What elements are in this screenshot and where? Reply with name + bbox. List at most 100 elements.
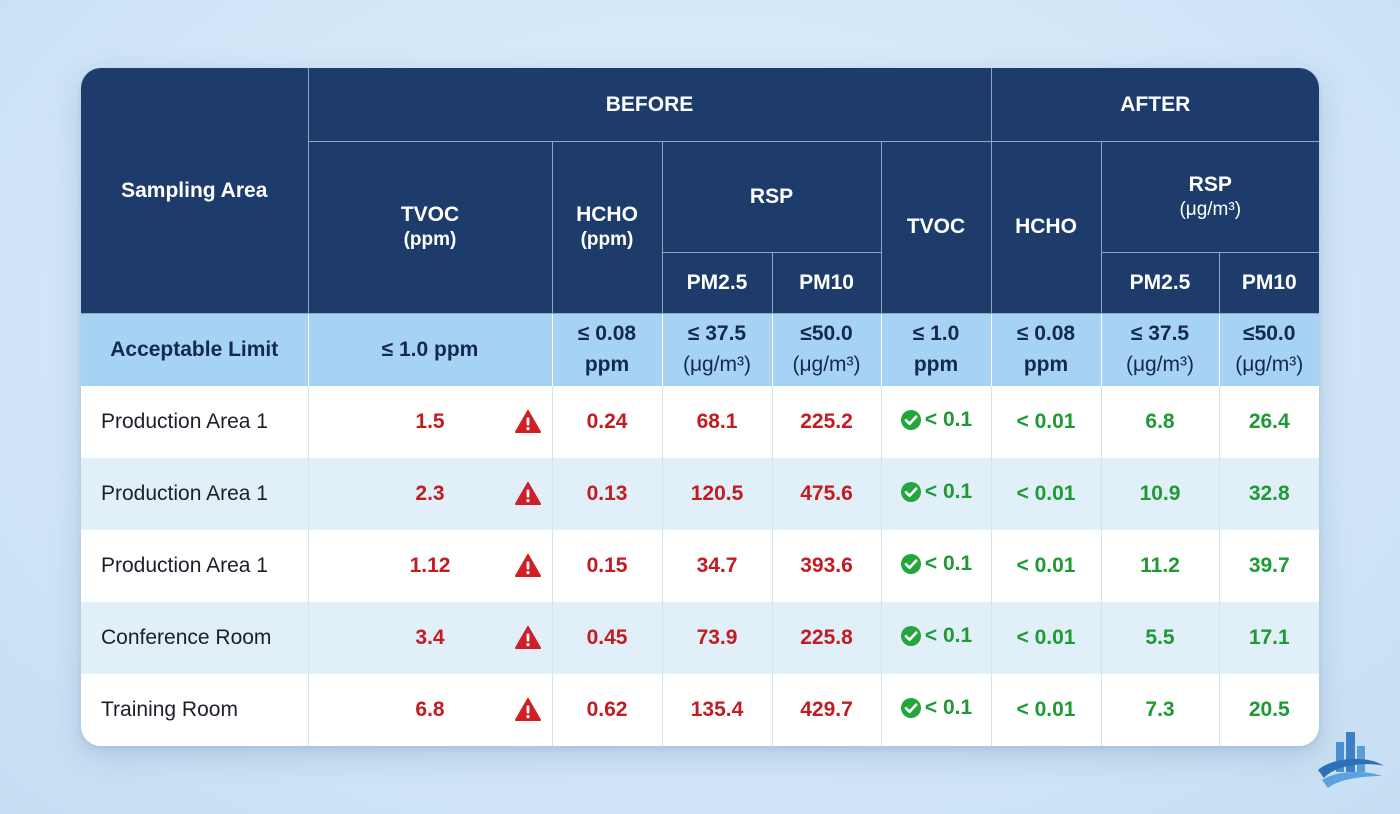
warning-triangle-icon [514,410,541,433]
before-pm25-cell: 34.7 [662,530,773,602]
after-tvoc-wrap: < 0.1 [900,408,972,432]
after-tvoc-cell: < 0.1 [881,602,992,674]
limit-before-hcho-unit: ppm [584,352,630,376]
before-hcho-cell: 0.15 [552,530,663,602]
after-pm10-header: PM10 [1219,252,1319,314]
table-header: Sampling Area BEFORE AFTER TVOC (ppm) HC… [81,68,1319,314]
table-row: Production Area 1 1.5 0.24 68.1 225.2 < 0.1 < … [81,386,1319,458]
limit-after-tvoc-unit: ppm [913,352,959,376]
limit-before-hcho: ≤ 0.08 ppm [552,313,663,386]
acceptable-limit-row: Acceptable Limit ≤ 1.0 ppm ≤ 0.08 ppm ≤ 3… [81,313,1319,386]
before-tvoc-cell: 2.3 [308,458,553,530]
limit-before-pm10: ≤50.0 (μg/m³) [772,313,882,386]
after-tvoc-wrap: < 0.1 [900,480,972,504]
before-hcho-cell: 0.45 [552,602,663,674]
limit-after-pm25-unit: (μg/m³) [1125,352,1195,376]
limit-before-pm25-value: ≤ 37.5 [687,322,747,346]
before-tvoc-value: 1.12 [409,554,451,577]
before-tvoc-cell: 3.4 [308,602,553,674]
limit-after-tvoc: ≤ 1.0 ppm [881,313,992,386]
table-row: Production Area 1 1.12 0.15 34.7 393.6 < 0.1 <… [81,530,1319,602]
limit-before-pm25-unit: (μg/m³) [682,352,752,376]
after-pm25-cell: 6.8 [1101,386,1220,458]
after-rsp-unit: (μg/m³) [1179,198,1242,220]
after-hcho-cell: < 0.01 [991,530,1102,602]
after-tvoc-value: < 0.1 [924,695,973,719]
before-pm10-cell: 393.6 [772,530,882,602]
before-pm25-cell: 135.4 [662,674,773,746]
limit-before-pm10-unit: (μg/m³) [792,352,861,376]
limit-after-pm25: ≤ 37.5 (μg/m³) [1101,313,1220,386]
limit-after-hcho: ≤ 0.08 ppm [991,313,1102,386]
before-pm25-cell: 73.9 [662,602,773,674]
before-hcho-cell: 0.24 [552,386,663,458]
sampling-area-cell: Training Room [81,674,309,746]
limit-after-pm10-value: ≤50.0 [1243,322,1296,346]
after-rsp-label: RSP [1188,172,1232,196]
before-rsp-header: RSP [662,141,882,253]
after-hcho-cell: < 0.01 [991,602,1102,674]
warning-triangle-icon [514,698,541,721]
after-hcho-header: HCHO [991,141,1102,314]
after-tvoc-wrap: < 0.1 [900,624,972,648]
before-pm25-cell: 120.5 [662,458,773,530]
after-tvoc-cell: < 0.1 [881,530,992,602]
before-tvoc-unit: (ppm) [403,229,457,251]
limit-before-pm25: ≤ 37.5 (μg/m³) [662,313,773,386]
after-pm25-cell: 7.3 [1101,674,1220,746]
after-hcho-cell: < 0.01 [991,386,1102,458]
before-tvoc-value: 2.3 [415,482,445,505]
after-pm25-cell: 10.9 [1101,458,1220,530]
before-tvoc-header: TVOC (ppm) [308,141,553,314]
table-row: Training Room 6.8 0.62 135.4 429.7 < 0.1 < 0.0… [81,674,1319,746]
check-circle-icon [900,625,921,646]
before-hcho-cell: 0.62 [552,674,663,746]
after-hcho-cell: < 0.01 [991,458,1102,530]
before-tvoc-value: 6.8 [415,698,445,721]
after-tvoc-cell: < 0.1 [881,458,992,530]
after-pm10-cell: 39.7 [1219,530,1319,602]
check-circle-icon [900,553,921,574]
after-tvoc-wrap: < 0.1 [900,552,972,576]
before-tvoc-cell: 1.5 [308,386,553,458]
before-tvoc-label: TVOC [400,203,460,226]
after-tvoc-wrap: < 0.1 [900,696,972,720]
after-group-header: AFTER [991,68,1319,142]
limit-after-tvoc-value: ≤ 1.0 [912,322,960,346]
after-pm10-cell: 32.8 [1219,458,1319,530]
sampling-area-cell: Production Area 1 [81,458,309,530]
before-pm10-cell: 475.6 [772,458,882,530]
sampling-area-cell: Production Area 1 [81,386,309,458]
air-quality-table-card: Sampling Area BEFORE AFTER TVOC (ppm) HC… [81,68,1319,746]
warning-triangle-icon [514,626,541,649]
sampling-area-cell: Conference Room [81,602,309,674]
warning-triangle-icon [514,482,541,505]
after-pm10-cell: 26.4 [1219,386,1319,458]
before-tvoc-value: 1.5 [415,410,445,433]
table-row: Production Area 1 2.3 0.13 120.5 475.6 < 0.1 <… [81,458,1319,530]
before-pm25-header: PM2.5 [662,252,773,314]
after-pm25-cell: 11.2 [1101,530,1220,602]
after-tvoc-value: < 0.1 [924,551,973,575]
warning-triangle-icon [514,554,541,577]
limit-after-pm10-unit: (μg/m³) [1235,352,1304,376]
before-pm25-cell: 68.1 [662,386,773,458]
after-pm25-header: PM2.5 [1101,252,1220,314]
limit-label: Acceptable Limit [81,313,309,386]
before-tvoc-cell: 1.12 [308,530,553,602]
after-tvoc-cell: < 0.1 [881,674,992,746]
before-pm10-header: PM10 [772,252,882,314]
before-pm10-cell: 225.2 [772,386,882,458]
limit-before-pm10-value: ≤50.0 [800,322,853,346]
before-pm10-cell: 225.8 [772,602,882,674]
limit-after-pm10: ≤50.0 (μg/m³) [1219,313,1319,386]
before-group-header: BEFORE [308,68,992,142]
air-quality-table: Sampling Area BEFORE AFTER TVOC (ppm) HC… [81,68,1319,746]
before-hcho-label: HCHO [576,203,638,226]
limit-before-tvoc: ≤ 1.0 ppm [308,313,553,386]
after-tvoc-value: < 0.1 [924,623,973,647]
after-tvoc-value: < 0.1 [924,479,973,503]
table-body: Acceptable Limit ≤ 1.0 ppm ≤ 0.08 ppm ≤ 3… [81,313,1319,746]
after-tvoc-cell: < 0.1 [881,386,992,458]
table-row: Conference Room 3.4 0.45 73.9 225.8 < 0.1 < 0.… [81,602,1319,674]
